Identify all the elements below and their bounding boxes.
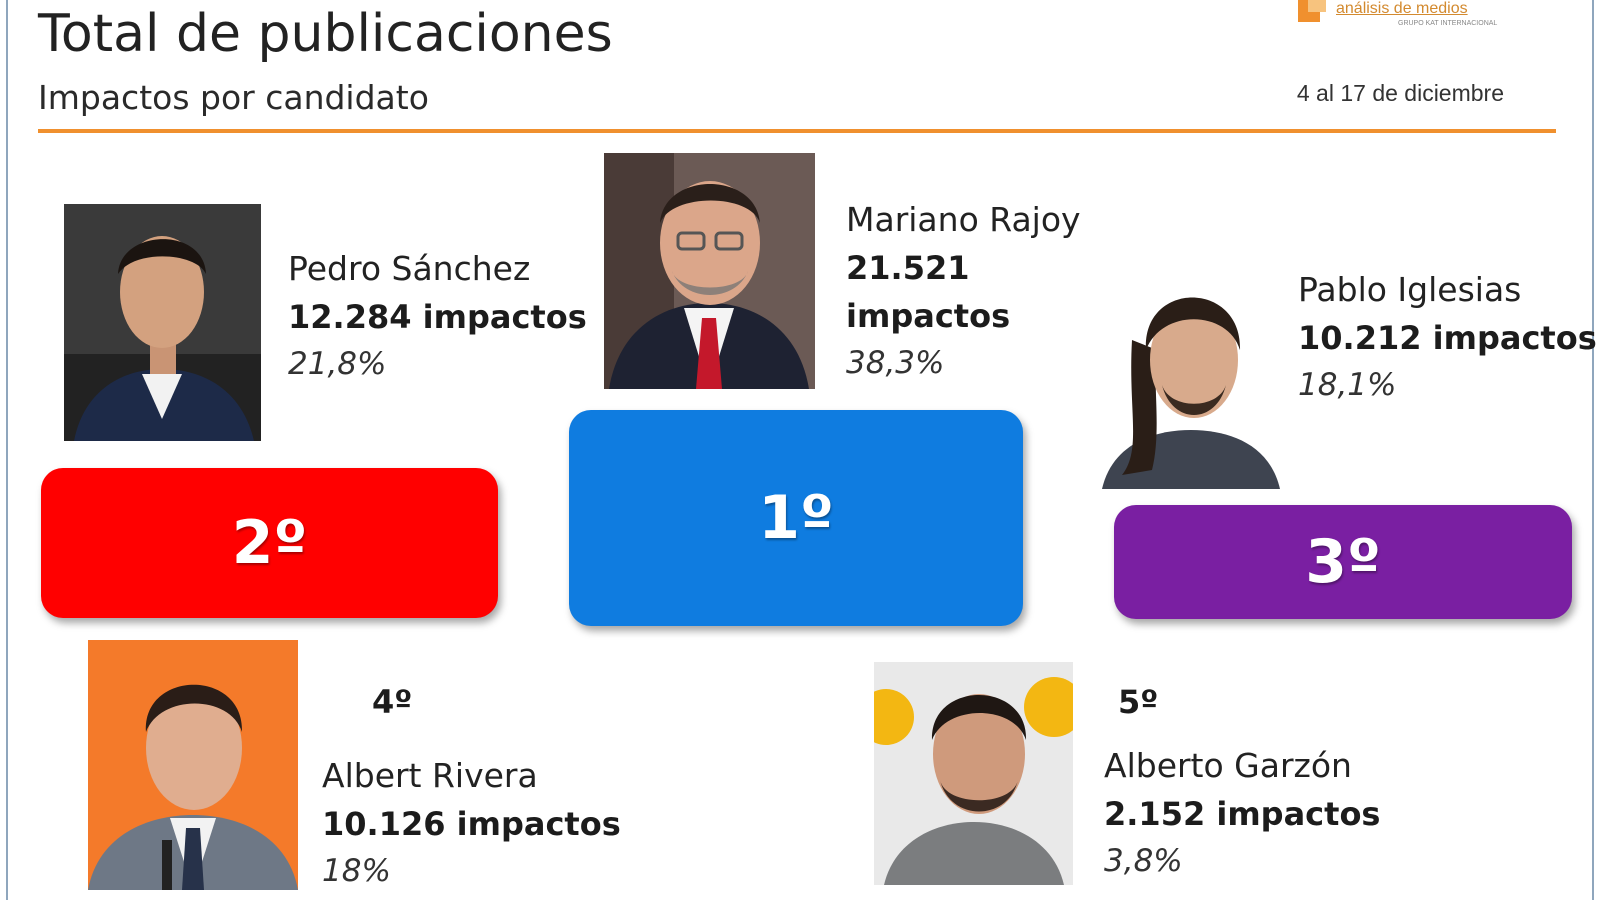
date-range: 4 al 17 de diciembre	[1296, 80, 1504, 106]
page-subtitle: Impactos por candidato	[38, 78, 429, 117]
podium-rank-label: 1º	[758, 483, 834, 553]
candidate-impacts: 10.126 impactos	[322, 805, 621, 843]
candidate-percent: 38,3%	[846, 345, 945, 381]
frame-right-border	[1592, 0, 1594, 900]
candidate-card-sanchez: Pedro Sánchez 12.284 impactos 21,8%	[288, 245, 587, 387]
candidate-name: Albert Rivera	[322, 756, 538, 795]
podium-rank-label: 3º	[1305, 527, 1381, 597]
candidate-name: Pablo Iglesias	[1298, 270, 1522, 309]
frame-left-border	[6, 0, 8, 900]
podium-second-place: 2º	[41, 468, 498, 618]
podium-third-place: 3º	[1114, 505, 1572, 619]
brand-logo: análisis de medios GRUPO KAT INTERNACION…	[1298, 0, 1508, 34]
candidate-impacts: 10.212 impactos	[1298, 319, 1597, 357]
candidate-impacts: 2.152 impactos	[1104, 795, 1381, 833]
candidate-photo-sanchez	[64, 204, 261, 441]
candidate-photo-rajoy	[604, 153, 815, 389]
candidate-photo-iglesias	[1102, 260, 1280, 489]
logo-square-light-icon	[1308, 0, 1326, 12]
candidate-percent: 18,1%	[1298, 367, 1397, 403]
candidate-card-iglesias: Pablo Iglesias 10.212 impactos 18,1%	[1298, 266, 1597, 408]
logo-tagline: GRUPO KAT INTERNACIONAL	[1398, 20, 1498, 27]
logo-text: análisis de medios	[1336, 0, 1468, 17]
orange-divider	[38, 129, 1556, 133]
candidate-impacts: 12.284 impactos	[288, 298, 587, 336]
podium-first-place: 1º	[569, 410, 1023, 626]
podium-rank-label: 2º	[231, 508, 308, 578]
candidate-name: Mariano Rajoy	[846, 200, 1081, 239]
candidate-card-rajoy: Mariano Rajoy 21.521 impactos 38,3%	[846, 196, 1081, 386]
candidate-photo-garzon	[874, 662, 1073, 885]
page-title: Total de publicaciones	[38, 4, 613, 64]
candidate-card-rivera: Albert Rivera 10.126 impactos 18%	[322, 752, 621, 894]
rank-label-5: 5º	[1118, 683, 1159, 721]
candidate-percent: 3,8%	[1104, 843, 1183, 879]
candidate-impacts-value: 21.521	[846, 249, 970, 287]
candidate-photo-rivera	[88, 640, 298, 890]
candidate-card-garzon: Alberto Garzón 2.152 impactos 3,8%	[1104, 742, 1380, 884]
candidate-percent: 21,8%	[288, 346, 387, 382]
candidate-impacts-unit: impactos	[846, 297, 1011, 335]
candidate-percent: 18%	[322, 853, 391, 889]
candidate-name: Pedro Sánchez	[288, 249, 531, 288]
candidate-name: Alberto Garzón	[1104, 746, 1352, 785]
rank-label-4: 4º	[372, 683, 413, 721]
